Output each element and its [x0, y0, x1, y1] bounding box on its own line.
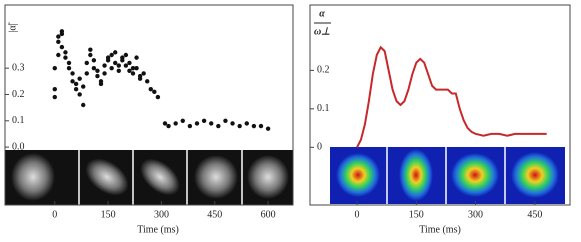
- point: [145, 79, 150, 84]
- point: [102, 71, 107, 76]
- point: [102, 63, 107, 68]
- point: [201, 118, 207, 123]
- point: [95, 73, 100, 79]
- x-tick-label: 300: [468, 209, 483, 220]
- left-frame: [4, 4, 294, 206]
- point: [127, 60, 132, 66]
- point: [130, 65, 136, 71]
- y-tick-label: 0.3: [12, 62, 25, 73]
- x-tick-label: 450: [207, 209, 222, 220]
- y-tick-label: 0: [317, 142, 322, 153]
- point: [180, 118, 185, 123]
- y-tick-label: 0.1: [12, 115, 25, 126]
- x-tick-label: 150: [409, 209, 424, 220]
- point: [251, 123, 257, 129]
- point: [137, 73, 143, 79]
- point: [84, 60, 89, 66]
- point: [173, 121, 178, 126]
- point: [258, 123, 264, 129]
- point: [155, 94, 161, 100]
- x-axis-label: Time (ms): [419, 224, 461, 235]
- x-axis-label: Time (ms): [137, 224, 179, 235]
- y-tick-label: 0.2: [317, 65, 330, 76]
- point: [105, 55, 111, 60]
- point: [70, 71, 75, 76]
- right-frame: [309, 4, 571, 206]
- point: [113, 50, 118, 55]
- point: [209, 121, 214, 126]
- point: [216, 123, 221, 129]
- point: [244, 121, 249, 126]
- point: [152, 89, 157, 95]
- point: [52, 94, 57, 100]
- point: [130, 71, 136, 76]
- point: [81, 102, 86, 108]
- point: [98, 81, 104, 87]
- point: [166, 123, 171, 129]
- point: [148, 87, 153, 92]
- point: [70, 79, 75, 84]
- point: [95, 68, 100, 73]
- point: [113, 60, 118, 66]
- right-images: [330, 147, 565, 204]
- point: [52, 87, 57, 92]
- point: [162, 121, 168, 126]
- x-tick-label: 0: [52, 209, 57, 220]
- point: [77, 76, 82, 81]
- point: [66, 60, 72, 66]
- point: [109, 52, 114, 58]
- x-tick-label: 0: [355, 209, 360, 220]
- line: [356, 45, 547, 148]
- point: [56, 52, 61, 58]
- point: [81, 84, 86, 89]
- point: [59, 31, 65, 37]
- point: [116, 68, 121, 73]
- point: [230, 121, 235, 126]
- point: [141, 71, 146, 76]
- point: [73, 87, 79, 92]
- point: [73, 81, 79, 87]
- point: [63, 50, 68, 55]
- y-tick-label: 0.1: [317, 103, 330, 114]
- point: [52, 65, 57, 71]
- x-tick-label: 450: [527, 209, 542, 220]
- point: [56, 39, 61, 45]
- point: [88, 52, 93, 58]
- point: [127, 68, 132, 73]
- point: [66, 65, 72, 71]
- point: [123, 52, 129, 58]
- y-tick-label: 0.0: [12, 141, 25, 152]
- point: [63, 55, 68, 60]
- point: [187, 123, 193, 129]
- point: [84, 71, 89, 76]
- y-axis-label: |α̃|: [7, 21, 18, 32]
- y-tick-label: 0.2: [12, 89, 25, 100]
- point: [91, 58, 97, 63]
- point: [116, 63, 121, 68]
- x-tick-label: 600: [261, 209, 276, 220]
- point: [77, 92, 82, 97]
- point: [88, 47, 93, 52]
- point: [265, 126, 271, 131]
- point: [194, 121, 200, 126]
- point: [109, 65, 114, 71]
- left-images: [5, 150, 293, 205]
- point: [123, 63, 129, 68]
- point: [59, 44, 65, 50]
- y-axis-label: ω⊥: [314, 26, 330, 37]
- point: [134, 65, 139, 71]
- point: [134, 55, 139, 60]
- y-axis-label: α: [319, 8, 325, 19]
- point: [237, 123, 242, 129]
- point: [120, 58, 125, 63]
- x-tick-label: 150: [101, 209, 116, 220]
- point: [91, 65, 97, 71]
- x-tick-label: 300: [154, 209, 169, 220]
- point: [223, 118, 228, 123]
- point: [56, 34, 61, 39]
